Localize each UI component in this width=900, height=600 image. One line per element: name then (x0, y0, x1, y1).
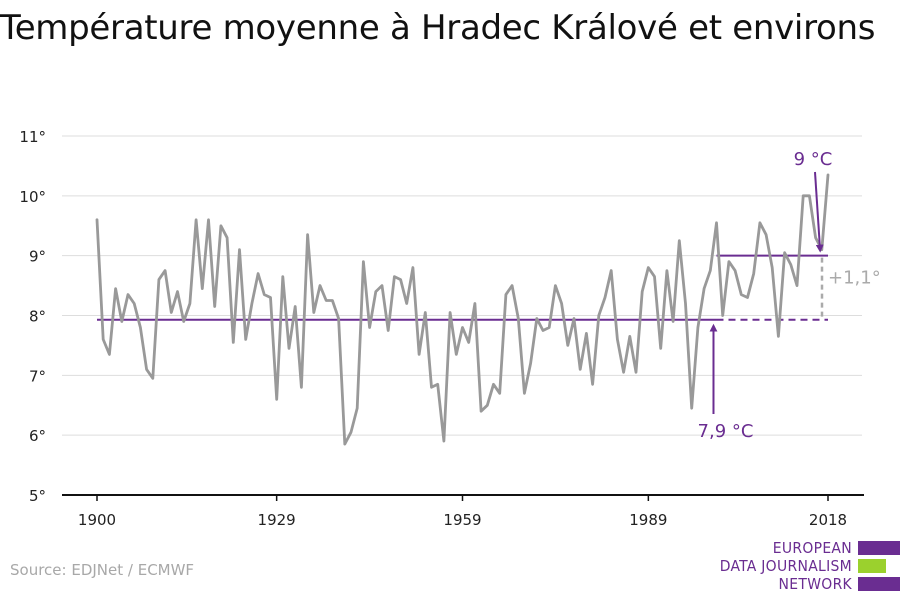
x-tick-label: 1900 (78, 511, 116, 529)
y-tick-label: 9° (29, 248, 46, 266)
x-tick-label: 1929 (258, 511, 296, 529)
y-tick-label: 5° (29, 487, 46, 505)
baseline-mean-label: 7,9 °C (698, 421, 754, 442)
y-tick-label: 8° (29, 308, 46, 326)
y-tick-label: 10° (19, 188, 46, 206)
logo-bar-middle (858, 559, 886, 573)
y-tick-label: 6° (29, 427, 46, 445)
annotations: 7,9 °C 9 °C +1,1° (698, 149, 881, 442)
y-axis-tick-labels: 5° 6° 7° 8° 9° 10° 11° (19, 128, 46, 505)
y-tick-label: 11° (19, 128, 46, 146)
x-axis: 1900 1929 1959 1989 2018 (62, 494, 864, 529)
source-credit: Source: EDJNet / ECMWF (10, 561, 195, 579)
recent-mean-arrow (814, 171, 824, 253)
gridlines (62, 135, 862, 436)
series-group (95, 173, 830, 446)
reference-lines (97, 254, 828, 321)
logo-line-data-journalism: DATA JOURNALISM (719, 557, 852, 575)
logo-bar-bottom (858, 577, 900, 591)
x-tick-label: 1959 (443, 511, 481, 529)
y-tick-label: 7° (29, 367, 46, 385)
recent-mean-label: 9 °C (794, 149, 833, 170)
chart-title: Température moyenne à Hradec Králové et … (0, 8, 876, 48)
edjnet-logo: EUROPEAN DATA JOURNALISM NETWORK (700, 538, 900, 594)
difference-label: +1,1° (828, 268, 881, 289)
logo-line-network: NETWORK (778, 575, 852, 593)
logo-bar-top (858, 541, 900, 555)
x-tick-label: 2018 (809, 511, 847, 529)
temperature-series-line (95, 173, 830, 446)
x-tick-label: 1989 (629, 511, 667, 529)
logo-line-european: EUROPEAN (772, 539, 852, 557)
